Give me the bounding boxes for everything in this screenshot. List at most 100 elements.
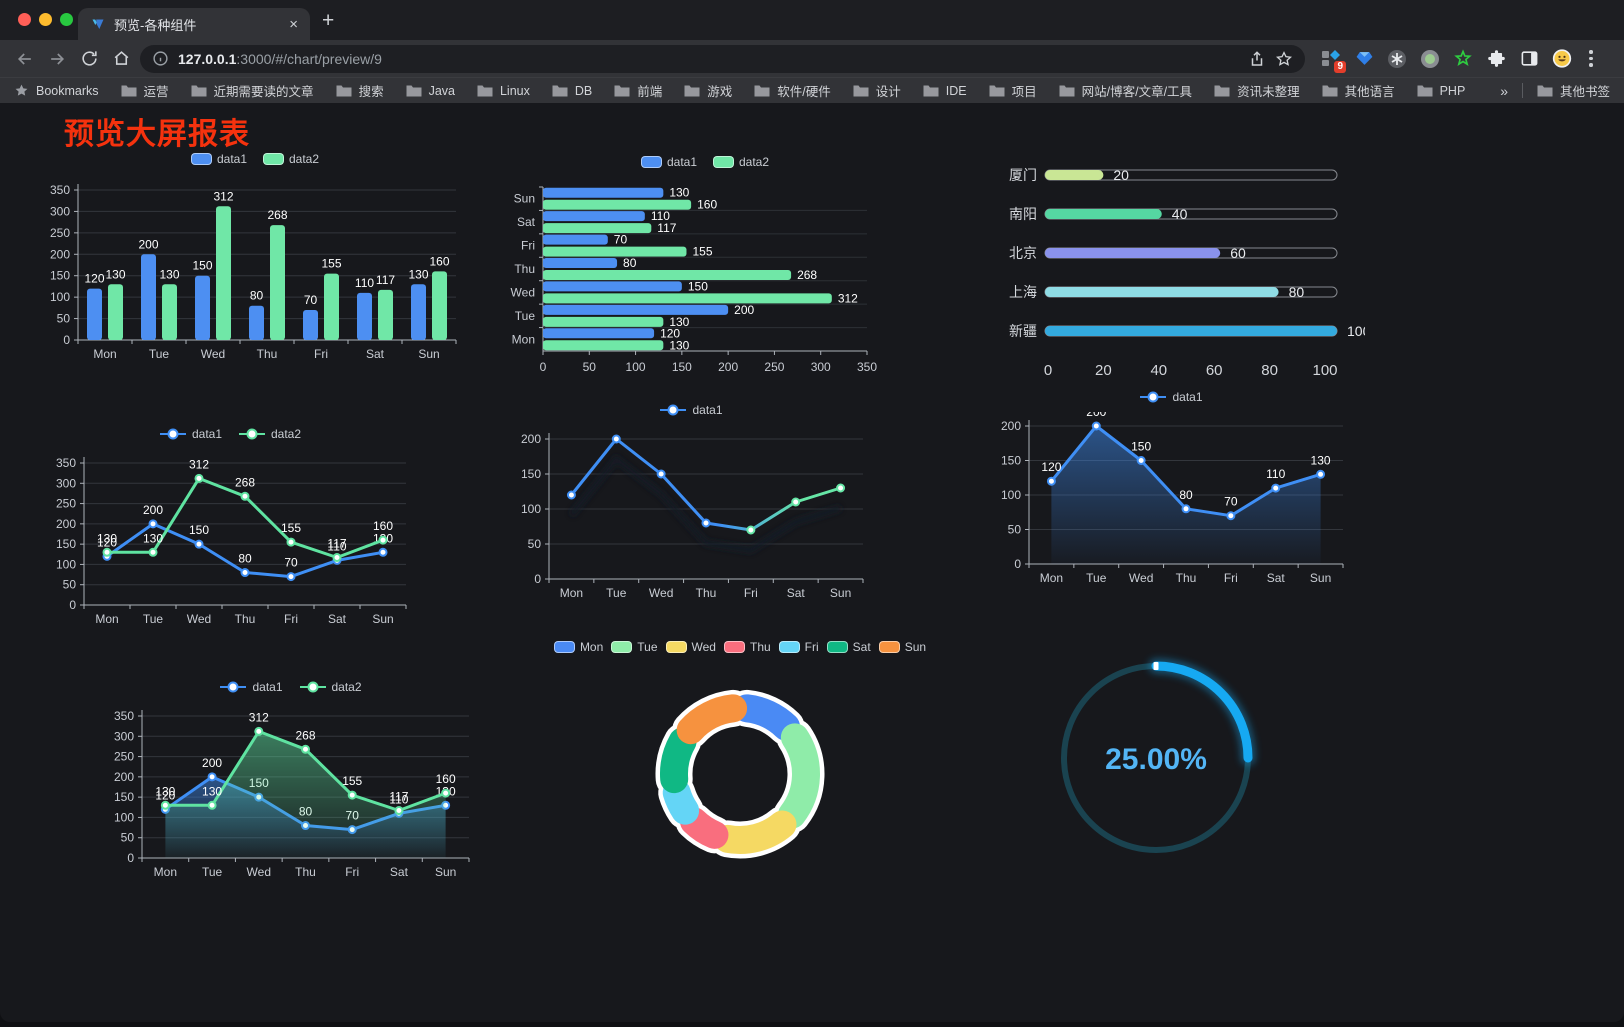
data1-point-Fri[interactable]	[746, 525, 756, 535]
bookmark-folder[interactable]: 游戏	[684, 81, 732, 100]
sidebar-panel-icon[interactable]	[1519, 49, 1539, 69]
bar-data2-Tue[interactable]	[162, 284, 177, 340]
forward-icon[interactable]	[44, 46, 70, 72]
bar-data1-Thu[interactable]	[249, 305, 264, 340]
progress-fill-上海[interactable]	[1045, 287, 1279, 297]
data2-point-Tue[interactable]	[207, 800, 217, 810]
pie-slice-Wed[interactable]	[713, 810, 797, 854]
bookmark-folder[interactable]: Java	[406, 81, 455, 100]
data2-point-Sat[interactable]	[332, 553, 342, 563]
bar-data1-Thu[interactable]	[543, 258, 618, 268]
pie-slice-Sat[interactable]	[660, 727, 697, 794]
data1-point-Thu[interactable]	[1181, 504, 1191, 514]
bookmark-folder[interactable]: 网站/博客/文章/工具	[1059, 81, 1192, 100]
extension-asterisk-icon[interactable]	[1387, 49, 1407, 69]
bookmark-star-icon[interactable]	[1275, 50, 1293, 68]
data2-point-Wed[interactable]	[194, 473, 204, 483]
data2-point-Thu[interactable]	[301, 744, 310, 754]
window-zoom-button[interactable]	[60, 13, 73, 26]
window-minimize-button[interactable]	[39, 13, 52, 26]
legend-item-data1[interactable]: data1	[190, 152, 247, 166]
bookmark-folder[interactable]: 前端	[614, 81, 662, 100]
bar-data2-Thu[interactable]	[270, 225, 285, 340]
bookmark-folder[interactable]: Linux	[477, 81, 530, 100]
pie-slice-Fri[interactable]	[662, 778, 700, 825]
home-icon[interactable]	[108, 46, 134, 72]
data2-point-Thu[interactable]	[240, 491, 250, 501]
legend-item-data1[interactable]: data1	[1139, 390, 1203, 404]
bar-data1-Fri[interactable]	[543, 234, 608, 245]
bookmark-folder[interactable]: 其他语言	[1322, 81, 1395, 100]
bar-data1-Sat[interactable]	[543, 211, 645, 222]
data1-point-Tue[interactable]	[611, 434, 621, 444]
bar-data1-Wed[interactable]	[543, 281, 682, 292]
bookmark-folder[interactable]: 搜索	[336, 81, 384, 100]
bar-data1-Wed[interactable]	[195, 275, 210, 340]
data1-point-Sat[interactable]	[1271, 483, 1281, 493]
data2-point-Fri[interactable]	[347, 790, 357, 800]
bookmarks-overflow-chevron[interactable]: »	[1500, 82, 1508, 99]
pie-slice-Mon[interactable]	[732, 694, 801, 741]
bookmarks-root[interactable]: Bookmarks	[14, 83, 99, 98]
bar-data2-Sun[interactable]	[543, 199, 692, 210]
bookmark-folder[interactable]: 项目	[989, 81, 1037, 100]
legend-item-data2[interactable]: data2	[299, 680, 362, 694]
progress-fill-新疆[interactable]	[1045, 326, 1337, 336]
legend-item-Sat[interactable]: Sat	[826, 640, 871, 654]
extension-puzzle-icon[interactable]	[1486, 49, 1506, 69]
bar-data2-Sat[interactable]	[378, 289, 393, 340]
window-close-button[interactable]	[18, 13, 31, 26]
reload-icon[interactable]	[76, 46, 102, 72]
bar-data2-Wed[interactable]	[216, 206, 231, 340]
legend-item-data1[interactable]: data1	[219, 680, 283, 694]
bar-data1-Mon[interactable]	[543, 328, 655, 339]
address-bar[interactable]: 127.0.0.1:3000/#/chart/preview/9	[140, 44, 1305, 73]
legend-item-data2[interactable]: data2	[263, 152, 319, 166]
bar-data2-Wed[interactable]	[543, 293, 832, 304]
data2-point-Wed[interactable]	[254, 726, 264, 736]
data1-point-Wed[interactable]	[194, 539, 204, 549]
bar-data1-Tue[interactable]	[543, 304, 729, 315]
bar-data1-Mon[interactable]	[87, 288, 102, 340]
data1-point-Fri[interactable]	[1226, 511, 1236, 521]
legend-item-data1[interactable]: data1	[640, 155, 697, 169]
data2-point-Sun[interactable]	[441, 788, 451, 798]
pie-slice-Tue[interactable]	[778, 723, 820, 829]
bar-data1-Sun[interactable]	[543, 187, 664, 198]
data1-point-Thu[interactable]	[240, 568, 250, 578]
bar-data2-Sun[interactable]	[432, 271, 447, 340]
legend-item-data1[interactable]: data1	[159, 427, 222, 441]
bar-data2-Tue[interactable]	[543, 316, 664, 327]
extension-gem-icon[interactable]	[1354, 49, 1374, 69]
share-icon[interactable]	[1248, 50, 1266, 68]
data2-point-Sun[interactable]	[378, 535, 388, 545]
other-bookmarks[interactable]: 其他书签	[1537, 81, 1610, 100]
bookmark-folder[interactable]: 设计	[853, 81, 901, 100]
progress-fill-南阳[interactable]	[1045, 209, 1162, 219]
data1-point-Mon[interactable]	[566, 490, 576, 500]
bookmark-folder[interactable]: DB	[552, 81, 592, 100]
data2-point-Mon[interactable]	[102, 547, 112, 557]
legend-item-Mon[interactable]: Mon	[553, 640, 603, 654]
data1-point-Tue[interactable]	[1091, 421, 1101, 431]
data2-point-Fri[interactable]	[286, 537, 296, 547]
data2-point-Tue[interactable]	[148, 547, 158, 557]
data1-point-Wed[interactable]	[656, 469, 666, 479]
data1-point-Thu[interactable]	[701, 518, 711, 528]
bar-data2-Fri[interactable]	[324, 273, 339, 340]
url-text[interactable]: 127.0.0.1:3000/#/chart/preview/9	[178, 51, 1239, 67]
legend-item-data1[interactable]: data1	[659, 403, 723, 417]
bar-data2-Mon[interactable]	[108, 284, 123, 340]
site-info-icon[interactable]	[152, 50, 169, 67]
tab-close-icon[interactable]: ×	[289, 15, 298, 33]
data1-point-Sun[interactable]	[378, 547, 388, 557]
bar-data2-Sat[interactable]	[543, 223, 652, 234]
legend-item-Thu[interactable]: Thu	[723, 640, 771, 654]
data1-point-Sun[interactable]	[836, 483, 846, 493]
bar-data1-Fri[interactable]	[303, 310, 318, 340]
bar-data1-Sun[interactable]	[411, 284, 426, 340]
browser-tab[interactable]: 预览-各种组件 ×	[78, 8, 310, 40]
legend-item-Wed[interactable]: Wed	[665, 640, 716, 654]
bookmark-folder[interactable]: 运营	[121, 81, 169, 100]
extension-record-icon[interactable]	[1420, 49, 1440, 69]
